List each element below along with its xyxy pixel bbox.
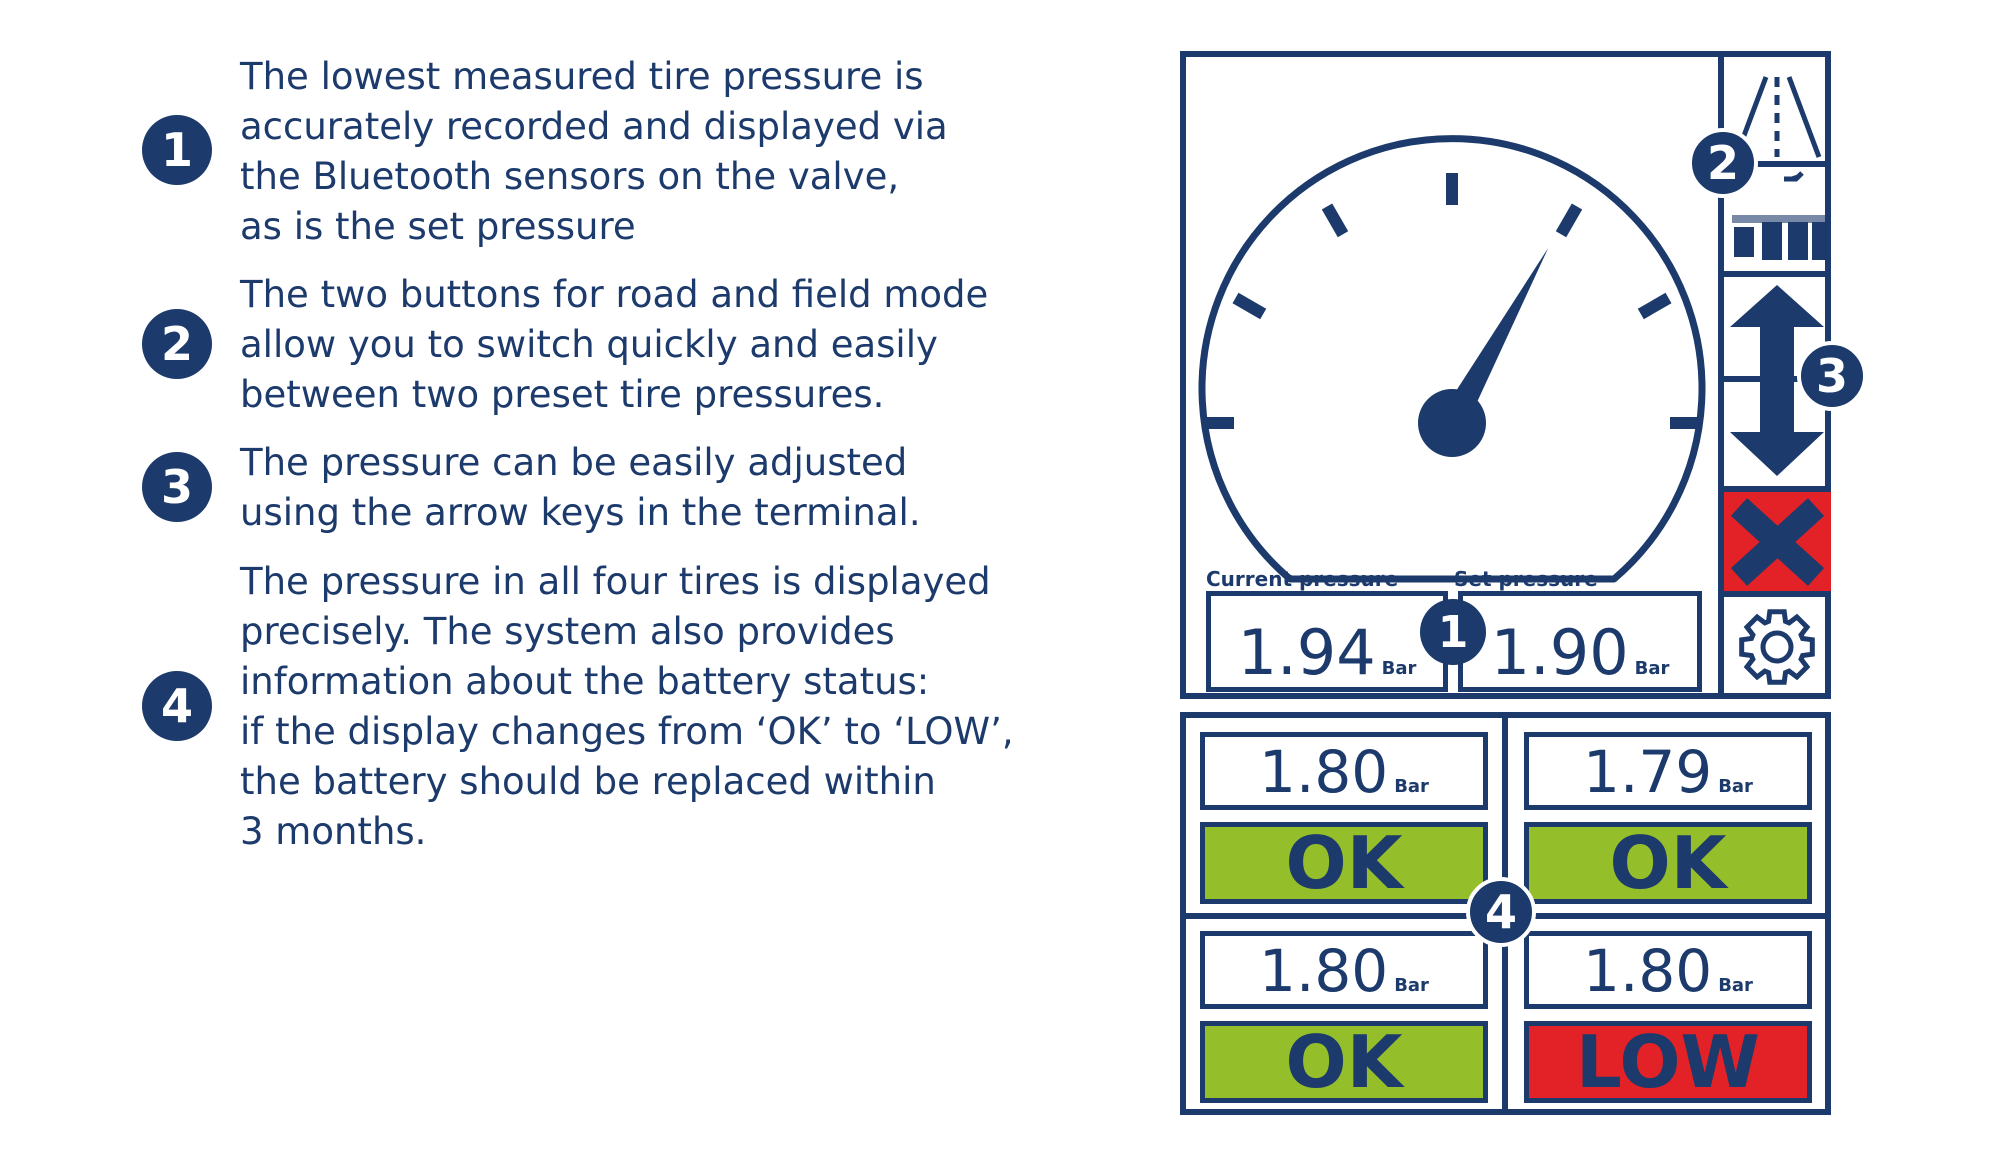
- set-pressure-label: Set pressure: [1454, 567, 1598, 591]
- tire-pressure-value: 1.80: [1259, 738, 1389, 806]
- tire-pressure-display: 1.79 Bar: [1524, 732, 1812, 810]
- gauge-tick: [1321, 203, 1349, 238]
- description-1: The lowest measured tire pressure is acc…: [240, 55, 948, 248]
- badge-2-terminal: 2: [1688, 128, 1758, 198]
- unit-label: Bar: [1381, 658, 1417, 679]
- gauge-tick: [1555, 203, 1583, 238]
- current-pressure-value: 1.94: [1237, 616, 1376, 689]
- battery-status-badge: OK: [1524, 821, 1812, 905]
- tire-pressure-value: 1.79: [1583, 738, 1713, 806]
- description-3: The pressure can be easily adjusted usin…: [240, 441, 921, 534]
- badge-1: 1: [142, 115, 212, 185]
- set-pressure-display: 1.90 Bar: [1458, 591, 1702, 692]
- gauge-tick: [1232, 292, 1267, 320]
- arrow-down-icon: [1730, 382, 1824, 476]
- unit-label: Bar: [1394, 776, 1429, 797]
- tire-pressure-display: 1.80 Bar: [1200, 732, 1488, 810]
- battery-status-badge: OK: [1200, 1020, 1488, 1104]
- tire-pressure-value: 1.80: [1259, 937, 1389, 1005]
- button-column: [1718, 57, 1837, 693]
- pressure-gauge: [1198, 135, 1706, 583]
- current-pressure-display: 1.94 Bar: [1206, 591, 1448, 692]
- unit-label: Bar: [1634, 658, 1670, 679]
- badge-4-terminal: 4: [1466, 877, 1536, 947]
- badge-4: 4: [142, 671, 212, 741]
- battery-status-badge: LOW: [1524, 1020, 1812, 1104]
- unit-label: Bar: [1718, 975, 1753, 996]
- tire-pressure-display: 1.80 Bar: [1524, 931, 1812, 1009]
- battery-status-badge: OK: [1200, 821, 1488, 905]
- badge-2: 2: [142, 309, 212, 379]
- unit-label: Bar: [1394, 975, 1429, 996]
- unit-label: Bar: [1718, 776, 1753, 797]
- decrease-pressure-button[interactable]: [1724, 382, 1831, 492]
- field-mode-button[interactable]: [1724, 167, 1831, 277]
- badge-3: 3: [142, 452, 212, 522]
- badge-1-terminal: 1: [1420, 599, 1486, 665]
- current-pressure-label: Current pressure: [1206, 567, 1399, 591]
- arrow-up-icon: [1730, 285, 1824, 376]
- set-pressure-value: 1.90: [1490, 616, 1629, 689]
- gear-icon: [1739, 609, 1815, 685]
- gauge-needle-shape: [1439, 247, 1549, 430]
- description-2: The two buttons for road and field mode …: [240, 273, 989, 416]
- cancel-button[interactable]: [1724, 492, 1831, 597]
- tire-pressure-display: 1.80 Bar: [1200, 931, 1488, 1009]
- description-4: The pressure in all four tires is displa…: [240, 560, 1014, 853]
- tire-pressure-value: 1.80: [1583, 937, 1713, 1005]
- gauge-needle: [1418, 247, 1549, 457]
- gauge-tick: [1637, 292, 1672, 320]
- field-mode-icon: [1732, 171, 1828, 260]
- badge-3-terminal: 3: [1797, 341, 1867, 411]
- settings-button[interactable]: [1724, 597, 1831, 693]
- cancel-x-icon: [1730, 498, 1825, 586]
- increase-pressure-button[interactable]: [1724, 277, 1831, 382]
